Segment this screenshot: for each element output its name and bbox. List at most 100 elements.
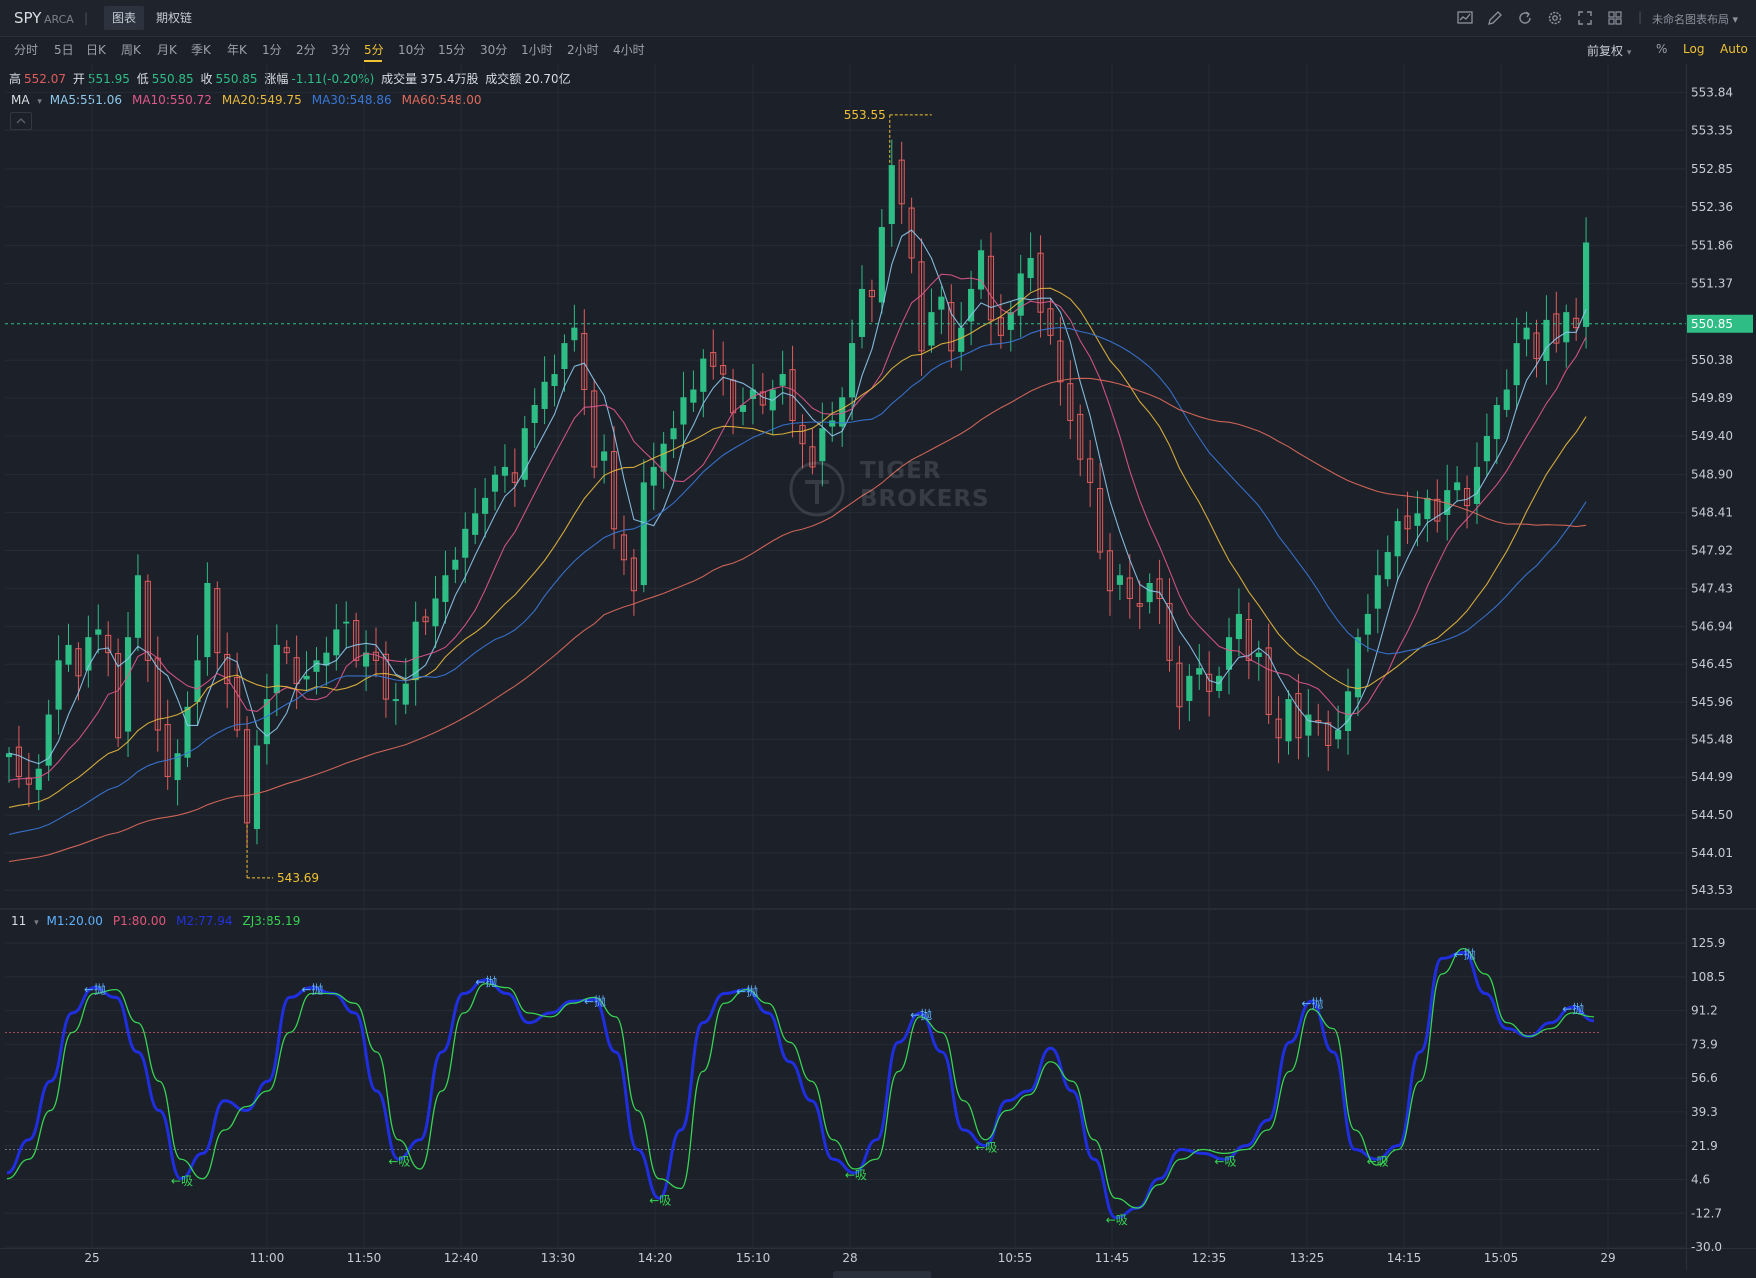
active-period-underline — [364, 60, 382, 62]
indicator-tick-1: 108.5 — [1691, 970, 1725, 984]
period-12[interactable]: 15分 — [438, 43, 466, 57]
period-15[interactable]: 2小时 — [567, 43, 599, 57]
draw-icon[interactable] — [1486, 9, 1504, 27]
period-13[interactable]: 30分 — [480, 43, 508, 57]
sell-marker: ←抛 — [584, 993, 606, 1008]
candle-body — [1265, 647, 1272, 716]
candle-body — [720, 365, 727, 375]
candle-body — [1067, 383, 1074, 421]
period-6[interactable]: 年K — [227, 43, 247, 57]
candle-body — [1295, 693, 1302, 739]
collapse-legend-button[interactable] — [10, 112, 32, 130]
period-16[interactable]: 4小时 — [613, 43, 645, 57]
candle-body — [849, 343, 856, 398]
layout-icon[interactable] — [1606, 9, 1624, 27]
candle-body — [144, 580, 151, 661]
indicator-icon[interactable] — [1456, 9, 1474, 27]
period-4[interactable]: 月K — [157, 43, 177, 57]
change-value: -1.11(-0.20%) — [291, 72, 375, 86]
candle-body — [680, 397, 687, 425]
candle-body — [303, 675, 310, 680]
candle-body — [55, 660, 62, 710]
period-11[interactable]: 10分 — [398, 43, 426, 57]
period-0[interactable]: 分时 — [14, 43, 39, 57]
candle-body — [15, 746, 22, 777]
price-tick-11: 547.92 — [1691, 543, 1733, 557]
chevron-down-icon[interactable]: ▾ — [37, 97, 42, 107]
period-5[interactable]: 季K — [191, 43, 211, 57]
candle-body — [5, 753, 13, 758]
tab-option-chain[interactable]: 期权链 — [156, 11, 193, 25]
close-label: 收 — [200, 72, 213, 86]
adjust-select[interactable]: 前复权 ▾ — [1587, 44, 1632, 58]
candle-body — [472, 513, 479, 535]
layout-name-label: 未命名图表布局 — [1652, 13, 1729, 26]
candle-body — [392, 699, 399, 702]
change-label: 涨幅 — [264, 72, 289, 86]
candle-body — [1394, 521, 1401, 557]
fullscreen-icon[interactable] — [1576, 9, 1594, 27]
low-value: 550.85 — [151, 72, 194, 86]
auto-toggle[interactable]: Auto — [1720, 42, 1748, 56]
chevron-down-icon[interactable]: ▾ — [34, 918, 39, 928]
period-3[interactable]: 周K — [121, 43, 141, 57]
candle-body — [1136, 603, 1143, 607]
period-14[interactable]: 1小时 — [521, 43, 553, 57]
candle-body — [1364, 613, 1371, 635]
candle-body — [154, 657, 161, 731]
ma-line-30 — [8, 327, 1587, 836]
refresh-icon[interactable] — [1516, 9, 1534, 27]
period-10[interactable]: 5分 — [364, 43, 384, 57]
sell-marker: ←抛 — [475, 974, 497, 989]
candle-body — [1087, 458, 1094, 483]
time-tick-9: 11:45 — [1095, 1251, 1130, 1265]
period-7[interactable]: 1分 — [262, 43, 282, 57]
candle-body — [729, 379, 737, 414]
ticker-symbol[interactable]: SPY — [14, 9, 42, 27]
candle-body — [640, 482, 647, 586]
candle-body — [293, 657, 300, 685]
candle-body — [1206, 673, 1213, 692]
indicator-tick-9: -30.0 — [1691, 1240, 1722, 1254]
indicator-tick-3: 73.9 — [1691, 1037, 1718, 1051]
candle-body — [263, 699, 270, 745]
price-tick-10: 548.41 — [1691, 506, 1733, 520]
period-1[interactable]: 5日 — [54, 43, 74, 57]
period-9[interactable]: 3分 — [331, 43, 351, 57]
ma-legend-name[interactable]: MA — [11, 93, 30, 107]
candle-body — [1533, 332, 1540, 360]
price-tick-0: 553.84 — [1691, 85, 1733, 99]
period-8[interactable]: 2分 — [296, 43, 316, 57]
candle-body — [829, 420, 836, 427]
indicator-tick-2: 91.2 — [1691, 1004, 1718, 1018]
indicator-legend[interactable]: 11 ▾ M1:20.00 P1:80.00 M2:77.94 ZJ3:85.19 — [11, 914, 310, 928]
time-tick-4: 13:30 — [541, 1251, 576, 1265]
settings-icon[interactable] — [1546, 9, 1564, 27]
tab-chart[interactable]: 图表 — [104, 6, 145, 30]
candle-body — [878, 227, 885, 303]
candle-body — [1166, 603, 1173, 661]
candle-body — [412, 621, 419, 681]
indicator-tick-0: 125.9 — [1691, 936, 1725, 950]
resize-handle[interactable] — [833, 1271, 931, 1278]
percent-toggle[interactable]: % — [1656, 42, 1668, 56]
indicator-tick-8: -12.7 — [1691, 1206, 1722, 1220]
price-tick-13: 546.94 — [1691, 619, 1733, 633]
log-toggle[interactable]: Log — [1683, 42, 1705, 56]
buy-marker: ←吸 — [975, 1141, 997, 1155]
ma-legend[interactable]: MA ▾ MA5:551.06 MA10:550.72 MA20:549.75 MA3… — [11, 93, 491, 107]
period-2[interactable]: 日K — [86, 43, 106, 57]
indicator-legend-name[interactable]: 11 — [11, 914, 27, 928]
indicator-line-zj3 — [6, 948, 1595, 1209]
time-tick-10: 12:35 — [1192, 1251, 1227, 1265]
top-bar: SPY ARCA | 图表 期权链 | 未命名图表布局 ▾ — [0, 0, 1756, 37]
candle-body — [610, 451, 618, 530]
candle-body — [571, 327, 578, 341]
layout-name[interactable]: 未命名图表布局 ▾ — [1652, 13, 1739, 26]
buy-marker: ←吸 — [1367, 1154, 1389, 1168]
candle-body — [402, 683, 409, 705]
candle-body — [164, 724, 171, 777]
price-tick-3: 552.36 — [1691, 200, 1733, 214]
ma-line-20 — [8, 287, 1587, 808]
